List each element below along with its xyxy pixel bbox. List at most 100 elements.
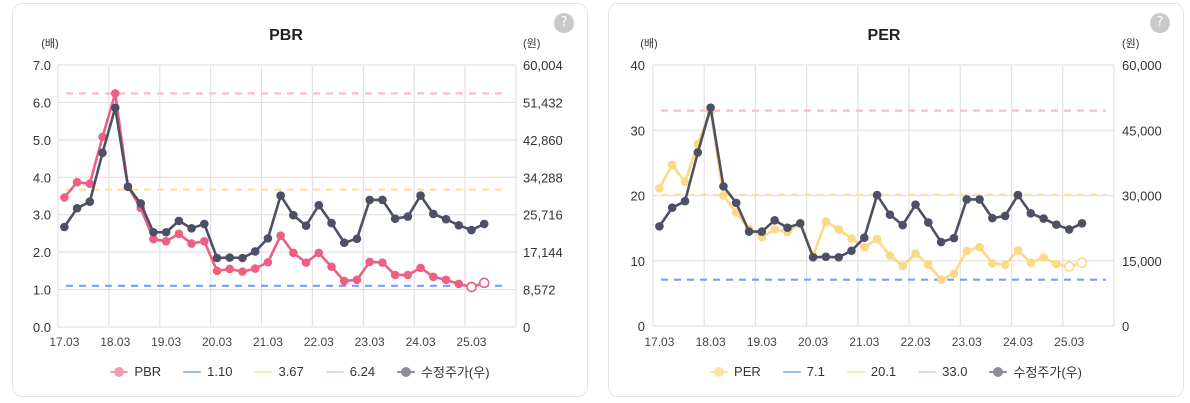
data-point[interactable] [719,191,728,200]
data-point[interactable] [1000,211,1010,221]
data-point[interactable] [72,177,82,187]
data-point[interactable] [783,223,792,232]
data-point[interactable] [770,225,779,234]
data-point[interactable] [339,238,349,248]
legend-item-adjusted-price[interactable]: 수정주가(우) [397,362,490,381]
data-point[interactable] [85,197,95,206]
data-point[interactable] [441,214,451,224]
data-point[interactable] [655,184,664,193]
data-point[interactable] [821,217,831,226]
data-point[interactable] [365,257,374,267]
data-point[interactable] [429,209,438,219]
data-point[interactable] [110,89,120,98]
data-point[interactable] [706,103,715,112]
data-point[interactable] [174,229,184,239]
data-point[interactable] [250,264,260,273]
data-point[interactable] [885,251,895,260]
data-point[interactable] [187,239,196,248]
data-point[interactable] [1076,257,1088,269]
legend-item-avg-line[interactable]: 20.1 [846,364,896,379]
data-point[interactable] [1064,225,1074,234]
data-point[interactable] [478,277,490,289]
data-point[interactable] [975,242,984,252]
data-point[interactable] [924,218,933,227]
data-point[interactable] [467,225,476,235]
data-point[interactable] [352,234,362,244]
legend-item-max-line[interactable]: 33.0 [918,364,967,379]
data-point[interactable] [962,195,972,204]
data-point[interactable] [238,253,247,263]
data-point[interactable] [339,276,349,286]
data-point[interactable] [289,210,298,220]
data-point[interactable] [655,222,664,231]
data-point[interactable] [301,258,311,267]
data-point[interactable] [731,198,741,208]
data-point[interactable] [225,264,235,274]
data-point[interactable] [1013,246,1023,255]
data-point[interactable] [123,182,133,192]
data-point[interactable] [680,177,690,187]
data-point[interactable] [301,221,311,231]
legend-item-adjusted-price[interactable]: 수정주가(우) [989,362,1082,381]
data-point[interactable] [327,218,336,228]
data-point[interactable] [98,132,107,142]
data-point[interactable] [136,199,145,208]
data-point[interactable] [898,261,908,271]
data-point[interactable] [263,234,273,243]
data-point[interactable] [770,215,779,225]
data-point[interactable] [1077,219,1087,228]
data-point[interactable] [936,275,946,284]
data-point[interactable] [949,233,959,243]
data-point[interactable] [924,260,933,269]
data-point[interactable] [466,281,477,293]
data-point[interactable] [1026,209,1036,218]
legend-item-per[interactable]: PER [710,364,761,379]
data-point[interactable] [352,275,362,285]
data-point[interactable] [161,227,171,237]
data-point[interactable] [212,253,222,263]
legend-item-min-line[interactable]: 7.1 [782,364,825,379]
data-point[interactable] [403,270,413,280]
data-point[interactable] [1039,253,1048,262]
data-point[interactable] [911,249,920,258]
data-point[interactable] [859,233,869,242]
data-point[interactable] [403,212,413,221]
data-point[interactable] [365,195,374,205]
data-point[interactable] [314,248,324,258]
data-point[interactable] [238,267,247,276]
data-point[interactable] [859,242,869,252]
data-point[interactable] [314,200,324,210]
question-icon[interactable]: ? [1150,13,1170,33]
data-point[interactable] [479,219,489,229]
data-point[interactable] [454,279,464,289]
data-point[interactable] [847,246,856,256]
data-point[interactable] [60,222,69,232]
data-point[interactable] [834,225,843,234]
data-point[interactable] [872,190,882,200]
data-point[interactable] [834,252,843,262]
data-point[interactable] [1000,260,1010,269]
data-point[interactable] [263,257,273,267]
data-point[interactable] [1063,261,1075,272]
data-point[interactable] [693,148,703,157]
data-point[interactable] [1052,220,1061,229]
data-point[interactable] [795,219,805,228]
data-point[interactable] [975,195,984,204]
data-point[interactable] [276,231,285,240]
data-point[interactable] [212,266,222,276]
data-point[interactable] [821,252,831,262]
data-point[interactable] [847,234,856,243]
data-point[interactable] [276,191,285,200]
data-point[interactable] [390,270,400,280]
data-point[interactable] [988,213,997,223]
data-point[interactable] [200,236,209,246]
data-point[interactable] [378,258,387,267]
data-point[interactable] [1039,214,1048,223]
legend-item-min-line[interactable]: 1.10 [183,364,232,379]
data-point[interactable] [429,272,438,282]
data-point[interactable] [416,191,425,200]
data-point[interactable] [225,253,235,262]
data-point[interactable] [667,160,677,170]
legend-item-max-line[interactable]: 6.24 [325,364,375,379]
data-point[interactable] [962,246,972,256]
